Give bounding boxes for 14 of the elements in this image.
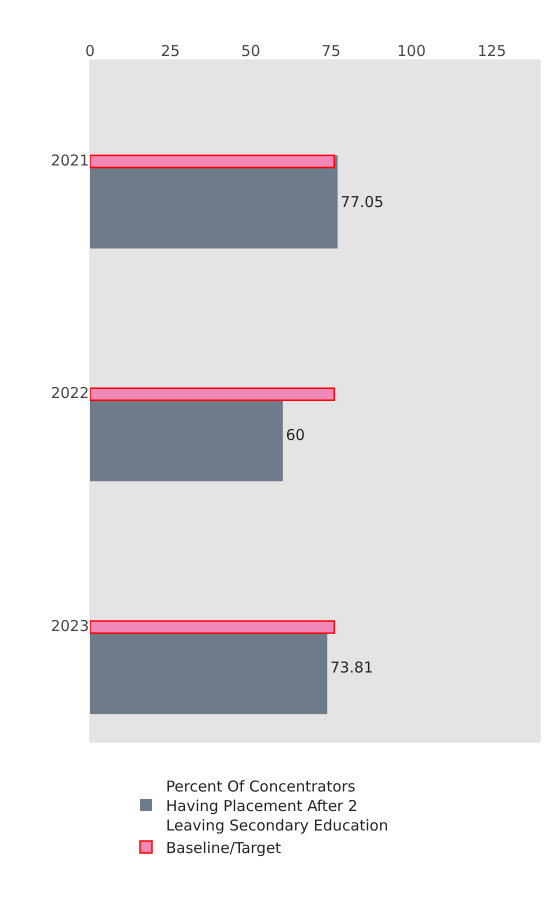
y-tick-label: 2022: [50, 384, 89, 402]
data-label: 77.05: [340, 192, 384, 211]
y-tick-label: 2023: [50, 616, 89, 635]
x-tick-label: 100: [397, 42, 426, 60]
x-tick-label: 50: [241, 42, 260, 60]
data-label: 60: [286, 426, 305, 444]
x-tick-label: 75: [322, 42, 341, 60]
x-tick-label: 25: [160, 42, 180, 60]
x-tick-label: 0: [85, 42, 95, 60]
data-label: 73.81: [330, 658, 374, 677]
legend-label: Baseline/Target: [166, 838, 282, 857]
legend-label: Percent Of Concentrators Having Placement After 2 Leaving Secondary Education: [166, 777, 388, 834]
x-tick-label: 125: [477, 42, 506, 60]
y-tick-label: 2021: [50, 151, 89, 170]
